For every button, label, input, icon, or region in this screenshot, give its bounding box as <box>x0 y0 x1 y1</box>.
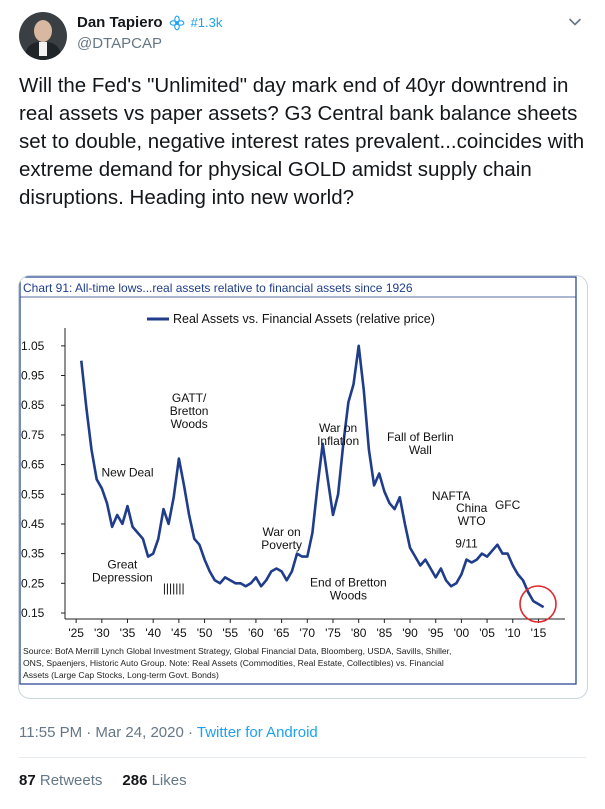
x-tick-label: '05 <box>479 626 495 640</box>
tweet-source[interactable]: Twitter for Android <box>196 724 318 741</box>
y-tick-label: 0.35 <box>21 547 45 561</box>
y-tick-label: 0.65 <box>21 458 45 472</box>
x-tick-label: '00 <box>454 626 470 640</box>
tweet-timestamp[interactable]: 11:55 PM · Mar 24, 2020 · <box>19 724 197 741</box>
likes-count: 286 <box>122 772 148 789</box>
x-tick-label: '55 <box>222 626 238 640</box>
y-tick-label: 0.45 <box>21 517 45 531</box>
x-tick-label: '70 <box>299 626 315 640</box>
y-tick-label: 0.15 <box>21 606 45 620</box>
author-handle[interactable]: @DTAPCAP <box>77 35 162 52</box>
y-tick-label: 0.75 <box>21 428 45 442</box>
chart-source-line: ONS, Spaenjers, Historic Auto Group. Not… <box>23 658 444 668</box>
tweet-text: Will the Fed's "Unlimited" day mark end … <box>19 74 585 209</box>
chart-annotation: End of Bretton Woods <box>310 575 387 602</box>
chart-annotation: New Deal <box>101 465 153 479</box>
x-tick-label: '45 <box>171 626 187 640</box>
avatar[interactable] <box>19 12 67 60</box>
chart-title: Chart 91: All-time lows...real assets re… <box>23 281 413 295</box>
chart-annotation: GATT/Bretton Woods <box>170 391 209 431</box>
chart-annotation: Great Depression <box>92 557 153 584</box>
retweets-stat[interactable]: 87 Retweets <box>19 772 102 789</box>
x-tick-label: '30 <box>94 626 110 640</box>
tweet-meta: 11:55 PM · Mar 24, 2020 · Twitter for An… <box>19 724 318 741</box>
likes-label: Likes <box>151 772 187 789</box>
author-row: Dan Tapiero #1.3k <box>77 14 222 31</box>
x-tick-label: '60 <box>248 626 264 640</box>
chart-annotation: ||||||| <box>163 581 185 595</box>
chart-annotation: War on Poverty <box>261 525 302 552</box>
chart-source-line: Source: BofA Merrill Lynch Global Invest… <box>23 646 451 656</box>
y-tick-label: 0.55 <box>21 487 45 501</box>
x-tick-label: '25 <box>68 626 84 640</box>
chart-annotation: 9/11 <box>455 537 478 551</box>
x-tick-label: '75 <box>325 626 341 640</box>
y-tick-label: 0.85 <box>21 398 45 412</box>
avatar-shirt <box>39 42 47 56</box>
y-tick-label: 0.95 <box>21 369 45 383</box>
author-name[interactable]: Dan Tapiero <box>77 14 163 31</box>
x-tick-label: '90 <box>402 626 418 640</box>
series-line <box>80 344 545 609</box>
chart-annotation: War on Inflation <box>317 421 359 448</box>
chevron-down-icon[interactable] <box>567 14 583 30</box>
avatar-face <box>34 20 52 42</box>
chart: Chart 91: All-time lows...real assets re… <box>19 276 577 685</box>
x-tick-label: '80 <box>351 626 367 640</box>
chart-source-line: Assets (Large Cap Stocks, Long-term Govt… <box>23 670 219 680</box>
highlight-circle <box>519 585 557 623</box>
chart-card[interactable]: Chart 91: All-time lows...real assets re… <box>18 275 588 699</box>
chart-annotation: Fall of Berlin Wall <box>387 430 454 457</box>
y-tick-label: 1.05 <box>21 339 45 353</box>
retweets-label: Retweets <box>39 772 103 789</box>
retweets-count: 87 <box>19 772 36 789</box>
y-tick-label: 0.25 <box>21 576 45 590</box>
x-tick-label: '95 <box>428 626 444 640</box>
x-tick-label: '40 <box>145 626 161 640</box>
x-tick-label: '10 <box>505 626 521 640</box>
x-tick-label: '50 <box>197 626 213 640</box>
legend-label: Real Assets vs. Financial Assets (relati… <box>173 312 435 326</box>
flower-icon <box>169 15 184 30</box>
x-tick-label: '85 <box>377 626 393 640</box>
x-tick-label: '65 <box>274 626 290 640</box>
tweet-stats: 87 Retweets 286 Likes <box>19 772 187 789</box>
x-tick-label: '15 <box>531 626 547 640</box>
divider <box>19 757 586 758</box>
chart-frame <box>19 276 577 685</box>
author-hashtag[interactable]: #1.3k <box>190 15 223 30</box>
x-tick-label: '35 <box>120 626 136 640</box>
likes-stat[interactable]: 286 Likes <box>122 772 186 789</box>
chart-annotation: NAFTA <box>432 489 470 503</box>
chart-annotation: China WTO <box>456 501 488 528</box>
chart-annotation: GFC <box>495 498 521 512</box>
